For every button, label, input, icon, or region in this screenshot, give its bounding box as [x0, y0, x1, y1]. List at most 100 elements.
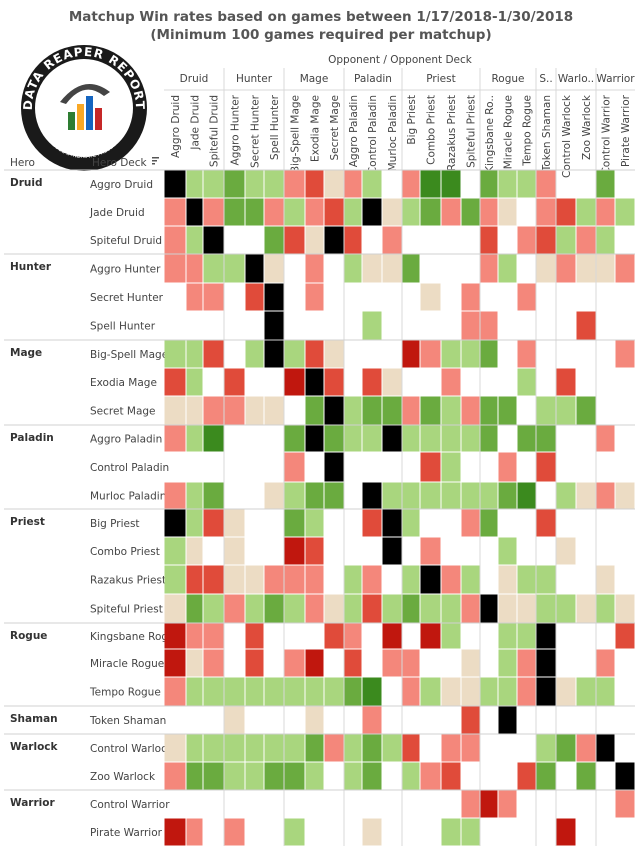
heatmap-cell	[461, 734, 480, 762]
heatmap-cell	[461, 198, 480, 226]
heatmap-cell	[305, 283, 324, 311]
heatmap-cell	[536, 170, 556, 198]
heatmap-cell	[284, 170, 305, 198]
row-group-label: Warlock	[10, 741, 59, 753]
heatmap-cell	[536, 254, 556, 283]
heatmap-cell	[164, 340, 186, 368]
heatmap-cell	[203, 283, 224, 311]
heatmap-cell	[186, 565, 203, 594]
heatmap-cell	[344, 565, 362, 594]
heatmap-cell	[186, 762, 203, 790]
heatmap-cell	[305, 762, 324, 790]
heatmap-cell	[461, 565, 480, 594]
heatmap-cell	[203, 425, 224, 452]
heatmap-cell	[203, 734, 224, 762]
heatmap-cell	[382, 198, 402, 226]
col-deck-label: Secret Hunter	[250, 94, 262, 168]
row-deck-label: Pirate Warrior	[90, 827, 163, 839]
heatmap-cell	[498, 623, 517, 649]
heatmap-cell	[420, 762, 441, 790]
heatmap-cell	[186, 677, 203, 706]
row-group-label: Druid	[10, 177, 42, 189]
heatmap-cell	[305, 734, 324, 762]
heatmap-cell	[517, 677, 536, 706]
heatmap-cell	[224, 537, 245, 565]
heatmap-cell	[324, 623, 344, 649]
heatmap-cell	[480, 170, 498, 198]
heatmap-cell	[382, 594, 402, 623]
heatmap-cell	[164, 509, 186, 537]
heatmap-cell	[344, 762, 362, 790]
heatmap-cell	[305, 254, 324, 283]
heatmap-cell	[441, 677, 461, 706]
heatmap-cell	[324, 198, 344, 226]
heatmap-cell	[517, 340, 536, 368]
heatmap-cell	[615, 198, 635, 226]
heatmap-cell	[186, 594, 203, 623]
heatmap-cell	[517, 170, 536, 198]
col-deck-label: Big-Spell Mage	[290, 95, 302, 173]
heatmap-cell	[186, 623, 203, 649]
heatmap-cell	[382, 734, 402, 762]
heatmap-cell	[402, 482, 420, 509]
heatmap-cell	[498, 254, 517, 283]
heatmap-cell	[576, 482, 596, 509]
heatmap-cell	[402, 396, 420, 425]
heatmap-cell	[420, 283, 441, 311]
heatmap-cell	[596, 482, 615, 509]
heatmap-cell	[441, 368, 461, 396]
heatmap-cell	[536, 425, 556, 452]
heatmap-cell	[164, 482, 186, 509]
heatmap-cell	[344, 734, 362, 762]
col-group-label: S..	[539, 73, 552, 85]
heatmap-cell	[596, 254, 615, 283]
heatmap-cell	[284, 594, 305, 623]
row-deck-label: Token Shaman	[89, 715, 166, 727]
heatmap-cell	[402, 509, 420, 537]
heatmap-cell	[480, 198, 498, 226]
heatmap-cell	[284, 368, 305, 396]
heatmap-cell	[284, 482, 305, 509]
heatmap-cell	[362, 565, 382, 594]
heatmap-cell	[596, 425, 615, 452]
heatmap-cell	[576, 734, 596, 762]
heatmap-cell	[284, 198, 305, 226]
heatmap-cell	[305, 396, 324, 425]
heatmap-cell	[164, 565, 186, 594]
heatmap-cell	[305, 677, 324, 706]
heatmap-cell	[556, 482, 576, 509]
heatmap-cell	[536, 734, 556, 762]
heatmap-cell	[245, 762, 264, 790]
heatmap-cell	[576, 594, 596, 623]
heatmap-cell	[362, 594, 382, 623]
col-group-label: Druid	[180, 73, 209, 85]
heatmap-cell	[164, 594, 186, 623]
heatmap-cell	[186, 368, 203, 396]
col-group-label: Hunter	[236, 73, 273, 85]
heatmap-cell	[324, 226, 344, 254]
heatmap-cell	[245, 340, 264, 368]
heatmap-cell	[517, 482, 536, 509]
row-deck-label: Control Warrior	[90, 799, 170, 811]
heatmap-cell	[498, 170, 517, 198]
heatmap-cell	[362, 396, 382, 425]
heatmap-cell	[441, 425, 461, 452]
heatmap-cell	[203, 340, 224, 368]
heatmap-cell	[186, 482, 203, 509]
heatmap-cell	[186, 649, 203, 677]
heatmap-cell	[382, 537, 402, 565]
heatmap-cell	[596, 198, 615, 226]
heatmap-cell	[224, 396, 245, 425]
col-deck-label: Razakus Priest	[446, 95, 458, 171]
row-group-label: Priest	[10, 516, 45, 528]
row-deck-label: Aggro Paladin	[90, 434, 162, 446]
heatmap-cell	[615, 623, 635, 649]
heatmap-cell	[264, 311, 284, 340]
heatmap-cell	[186, 537, 203, 565]
heatmap-cell	[324, 425, 344, 452]
heatmap-cell	[362, 425, 382, 452]
heatmap-cell	[420, 198, 441, 226]
col-group-label: Rogue	[491, 73, 524, 85]
row-group-label: Hunter	[10, 261, 52, 273]
heatmap-cell	[498, 649, 517, 677]
